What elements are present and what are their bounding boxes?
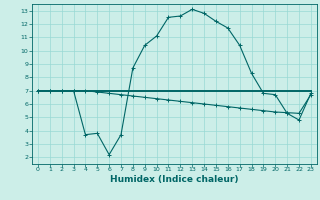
X-axis label: Humidex (Indice chaleur): Humidex (Indice chaleur) (110, 175, 239, 184)
